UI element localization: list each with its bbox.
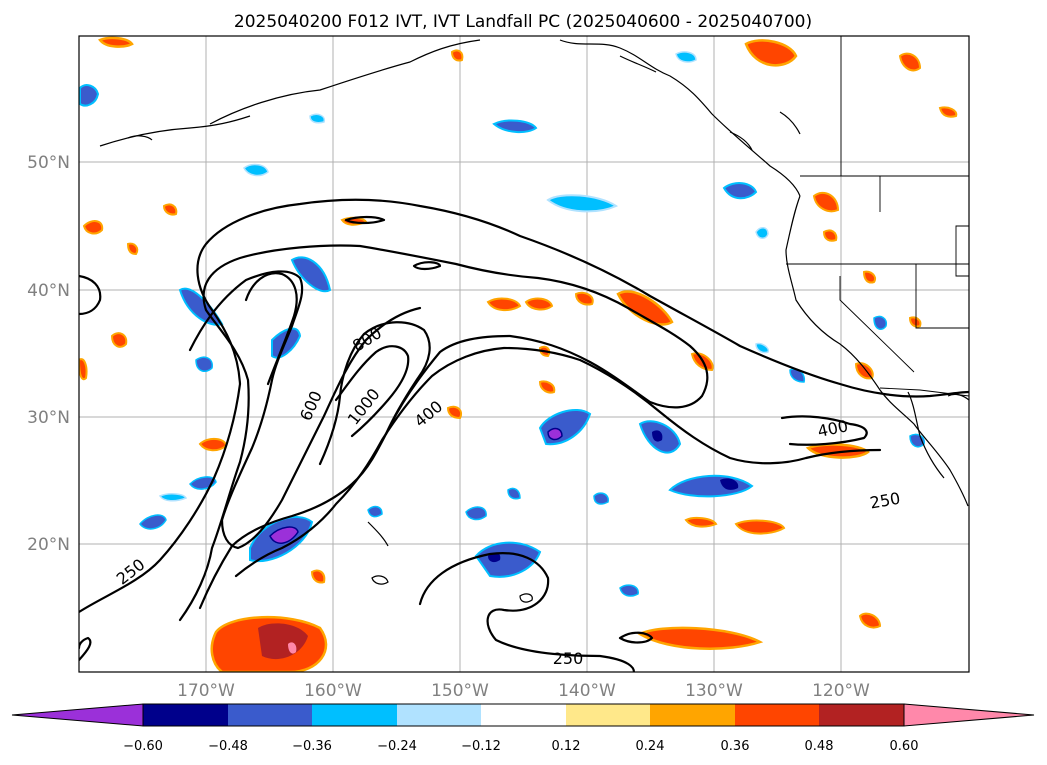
colorbar-tick: 0.48 <box>805 739 834 754</box>
positive-ivt-regions <box>79 36 958 672</box>
colorbar-tick: −0.48 <box>208 739 248 754</box>
colorbar-segment <box>735 704 819 726</box>
map-frame <box>78 35 970 673</box>
lon-label-150w: 150°W <box>431 681 489 701</box>
colorbar-segment <box>819 704 904 726</box>
lat-label-50n: 50°N <box>27 153 70 173</box>
colorbar-tick: 0.60 <box>890 739 919 754</box>
map-panel: 800 1000 600 400 400 250 250 250 <box>78 35 970 673</box>
colorbar-tick: 0.24 <box>636 739 665 754</box>
lat-label-20n: 20°N <box>27 535 70 555</box>
colorbar-segment <box>312 704 397 726</box>
colorbar-segment <box>650 704 735 726</box>
colorbar-tick: −0.60 <box>123 739 163 754</box>
lon-label-170w: 170°W <box>177 681 235 701</box>
longitude-labels: 170°W 160°W 150°W 140°W 130°W 120°W <box>177 681 870 701</box>
latitude-labels: 50°N 40°N 30°N 20°N <box>27 153 70 555</box>
lon-label-130w: 130°W <box>685 681 743 701</box>
colorbar-tick: −0.24 <box>377 739 417 754</box>
colorbar-segment <box>481 704 566 726</box>
map-title: 2025040200 F012 IVT, IVT Landfall PC (20… <box>234 12 812 32</box>
lat-label-40n: 40°N <box>27 281 70 301</box>
colorbar-segment <box>397 704 481 726</box>
colorbar-tick: −0.12 <box>461 739 501 754</box>
contour-label-250-c: 250 <box>553 649 584 668</box>
ivt-contours <box>79 198 969 672</box>
colorbar-tick: 0.12 <box>552 739 581 754</box>
colorbar-segment <box>143 704 228 726</box>
colorbar-tick: 0.36 <box>721 739 750 754</box>
colorbar-frame <box>142 703 905 727</box>
colorbar-extend-left <box>11 703 144 727</box>
lon-label-160w: 160°W <box>304 681 362 701</box>
colorbar-segment <box>566 704 650 726</box>
colorbar-tick: −0.36 <box>292 739 332 754</box>
colorbar-extend-right <box>903 703 1035 727</box>
colorbar-tick-labels: −0.60 −0.48 −0.36 −0.24 −0.12 0.12 0.24 … <box>123 739 918 754</box>
colorbar-segment <box>228 704 312 726</box>
coastlines <box>99 39 969 603</box>
lon-label-120w: 120°W <box>812 681 870 701</box>
colorbar: −0.60 −0.48 −0.36 −0.24 −0.12 0.12 0.24 … <box>11 703 1035 754</box>
lat-label-30n: 30°N <box>27 408 70 428</box>
lon-label-140w: 140°W <box>558 681 616 701</box>
